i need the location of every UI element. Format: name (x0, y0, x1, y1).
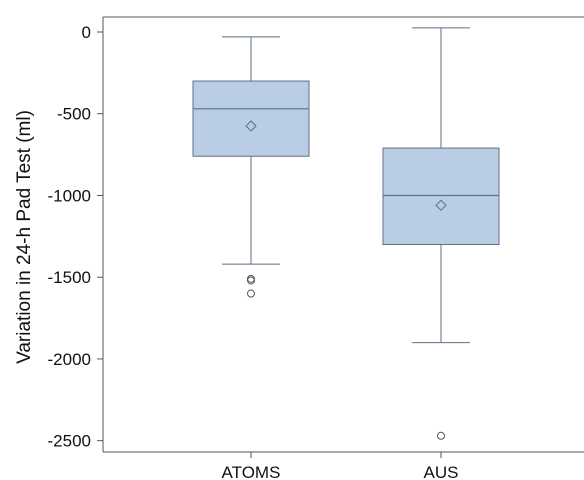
outlier-point (247, 276, 255, 285)
outlier-point (437, 431, 445, 440)
outlier-point (247, 274, 255, 283)
iqr-box (192, 80, 310, 157)
x-axis: ATOMS AUS (222, 452, 459, 480)
y-tick-label: -500 (57, 105, 91, 124)
boxes (192, 27, 500, 440)
plot-area (102, 16, 584, 453)
y-tick-label: 0 (82, 23, 91, 42)
x-tick-label: ATOMS (222, 463, 281, 480)
y-tick-label: -1000 (48, 186, 91, 205)
box-group-aus (382, 27, 500, 440)
x-tick-label: AUS (424, 463, 459, 480)
y-tick-label: -2000 (48, 350, 91, 369)
mean-marker (435, 199, 447, 211)
outlier-point (247, 289, 255, 298)
y-tick-label: -2500 (48, 432, 91, 451)
box-group-atoms (192, 36, 310, 298)
y-axis-title: Variation in 24-h Pad Test (ml) (14, 110, 35, 364)
mean-marker (245, 120, 257, 132)
y-tick-label: -1500 (48, 268, 91, 287)
y-axis: 0 -500 -1000 -1500 -2000 -2500 (48, 23, 103, 451)
iqr-box (382, 147, 500, 246)
